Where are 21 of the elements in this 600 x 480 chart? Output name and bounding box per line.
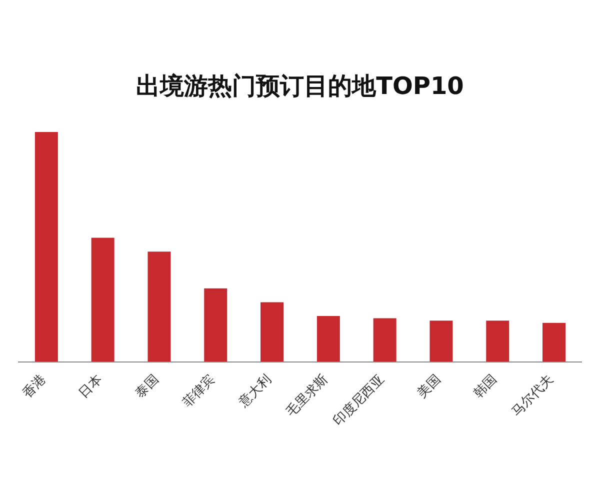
bar xyxy=(542,322,566,362)
bar xyxy=(486,320,510,362)
x-tick-label: 菲律宾 xyxy=(179,372,218,410)
x-tick-label: 意大利 xyxy=(236,372,275,412)
bar xyxy=(91,238,114,362)
x-tick-label: 美国 xyxy=(414,372,444,402)
bar xyxy=(316,316,340,362)
chart-title: 出境游热门预订目的地TOP10 xyxy=(135,71,465,102)
bar xyxy=(260,302,284,362)
bar xyxy=(34,132,58,362)
x-tick-label: 日本 xyxy=(76,372,106,402)
bar xyxy=(430,320,453,362)
x-tick-label: 韩国 xyxy=(471,372,500,402)
x-tick-label: 马尔代夫 xyxy=(509,372,557,420)
bar xyxy=(373,318,396,362)
x-tick-label: 毛里求斯 xyxy=(284,372,332,420)
x-tick-label: 香港 xyxy=(20,372,50,402)
x-tick-label: 印度尼西亚 xyxy=(330,372,388,429)
bar xyxy=(148,252,171,362)
x-tick-label: 泰国 xyxy=(132,372,162,402)
bar xyxy=(204,288,228,362)
